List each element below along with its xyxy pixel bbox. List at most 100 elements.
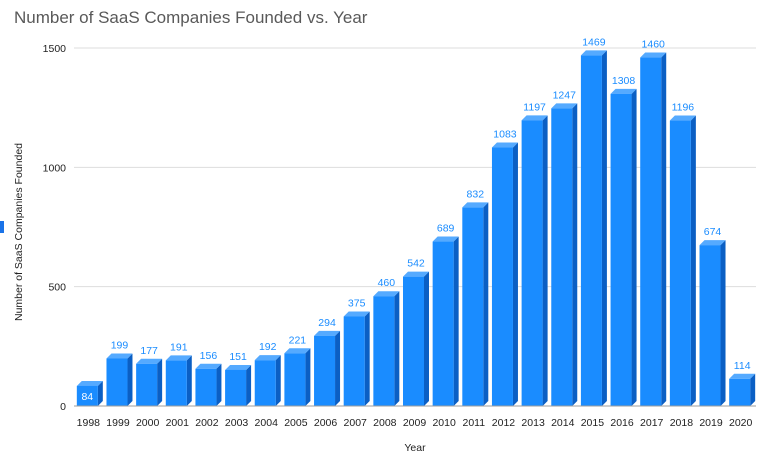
bar-front xyxy=(462,207,484,406)
x-tick-label: 2009 xyxy=(403,417,427,429)
bar xyxy=(699,240,726,406)
bar-side xyxy=(335,330,341,406)
data-label: 221 xyxy=(289,334,307,346)
data-label: 460 xyxy=(378,277,396,289)
bar-front xyxy=(136,363,158,406)
bars xyxy=(76,50,756,407)
bar-top xyxy=(136,358,163,364)
bar xyxy=(106,353,133,406)
bar xyxy=(580,50,607,406)
x-tick-label: 2011 xyxy=(463,417,486,429)
bar xyxy=(403,271,429,406)
data-label: 294 xyxy=(318,317,336,329)
bar-front xyxy=(580,55,602,406)
bar-side xyxy=(601,50,607,406)
x-tick-label: 2014 xyxy=(551,417,575,429)
x-tick-label: 2006 xyxy=(314,417,338,429)
bar-top xyxy=(491,142,518,148)
bar-top xyxy=(521,115,548,121)
data-label: 832 xyxy=(467,188,485,200)
bar xyxy=(729,373,756,406)
x-tick-label: 2018 xyxy=(670,417,694,429)
data-label: 1197 xyxy=(523,101,546,113)
y-tick-label: 0 xyxy=(60,401,66,413)
bar xyxy=(610,88,637,406)
bar xyxy=(165,355,192,406)
x-tick-label: 2005 xyxy=(284,417,308,429)
bar-side xyxy=(97,380,103,406)
x-tick-label: 2015 xyxy=(581,417,605,429)
bar-front xyxy=(106,358,128,406)
bar-side xyxy=(572,103,578,407)
x-tick-label: 2016 xyxy=(610,417,634,429)
bar xyxy=(225,364,252,406)
y-tick-label: 1500 xyxy=(43,43,67,55)
y-axis-title: Number of SaaS Companies Founded xyxy=(13,143,25,321)
bar xyxy=(314,330,341,406)
bar-top xyxy=(76,380,103,386)
bar-top xyxy=(343,311,370,317)
bar-front xyxy=(491,147,513,407)
bar xyxy=(195,363,222,406)
data-label: 1308 xyxy=(612,75,636,87)
data-label: 689 xyxy=(437,223,455,235)
bar-top xyxy=(432,236,459,242)
x-tick-label: 2002 xyxy=(195,417,219,429)
bar xyxy=(343,311,370,406)
x-tick-label: 1999 xyxy=(106,417,130,429)
bar-side xyxy=(631,88,637,406)
bar xyxy=(254,355,281,406)
bar-side xyxy=(661,52,667,407)
bar xyxy=(551,103,578,407)
bar xyxy=(521,115,548,406)
bar xyxy=(373,291,400,406)
bar-front xyxy=(284,353,306,406)
bar-top xyxy=(462,202,489,208)
bar-side xyxy=(542,115,548,406)
bar-top xyxy=(610,88,637,94)
bar-side xyxy=(275,355,281,406)
bar xyxy=(491,142,518,407)
x-tick-label: 2020 xyxy=(729,417,753,429)
bar-top xyxy=(729,373,756,379)
x-axis-title: Year xyxy=(404,442,426,454)
x-tick-label: 2013 xyxy=(521,417,545,429)
data-label: 1247 xyxy=(553,89,577,101)
x-axis-ticks: 1998 1999 2000 2001 2002 2003 2004 2005 2006 2007… xyxy=(77,417,753,429)
bar-side xyxy=(216,363,222,406)
bar-top xyxy=(373,291,400,297)
bar-side xyxy=(750,373,756,406)
data-label: 1196 xyxy=(672,102,695,114)
bar-top xyxy=(640,52,667,58)
x-tick-label: 2017 xyxy=(640,417,664,429)
bar-side xyxy=(246,364,252,406)
bar-top xyxy=(225,364,252,370)
bar-side xyxy=(157,358,163,406)
y-axis-ticks: 0 500 1000 1500 xyxy=(43,43,67,413)
x-tick-label: 2019 xyxy=(699,417,723,429)
x-tick-label: 2004 xyxy=(255,417,279,429)
bar-front xyxy=(373,296,395,406)
data-labels: 84 199 177 191 156 151 192 221 294 375 460 542 689 83… xyxy=(81,36,750,403)
bar-top xyxy=(195,363,222,369)
bar-front xyxy=(521,120,543,406)
y-tick-label: 500 xyxy=(48,282,66,294)
data-label: 375 xyxy=(348,298,366,310)
chart-title: Number of SaaS Companies Founded vs. Yea… xyxy=(14,8,368,27)
bar-side xyxy=(690,115,696,407)
bar xyxy=(284,348,311,406)
bar xyxy=(462,202,489,406)
bar-top xyxy=(106,353,133,359)
x-tick-label: 2001 xyxy=(166,417,190,429)
x-tick-label: 2008 xyxy=(373,417,397,429)
data-label: 177 xyxy=(140,345,158,357)
bar-side xyxy=(720,240,726,406)
bar-top xyxy=(551,103,578,109)
bar-side xyxy=(483,202,489,406)
data-label: 1460 xyxy=(642,39,666,51)
bar-top xyxy=(580,50,607,56)
bar-front xyxy=(610,93,632,406)
bar xyxy=(76,380,103,406)
bar-side xyxy=(453,236,459,406)
